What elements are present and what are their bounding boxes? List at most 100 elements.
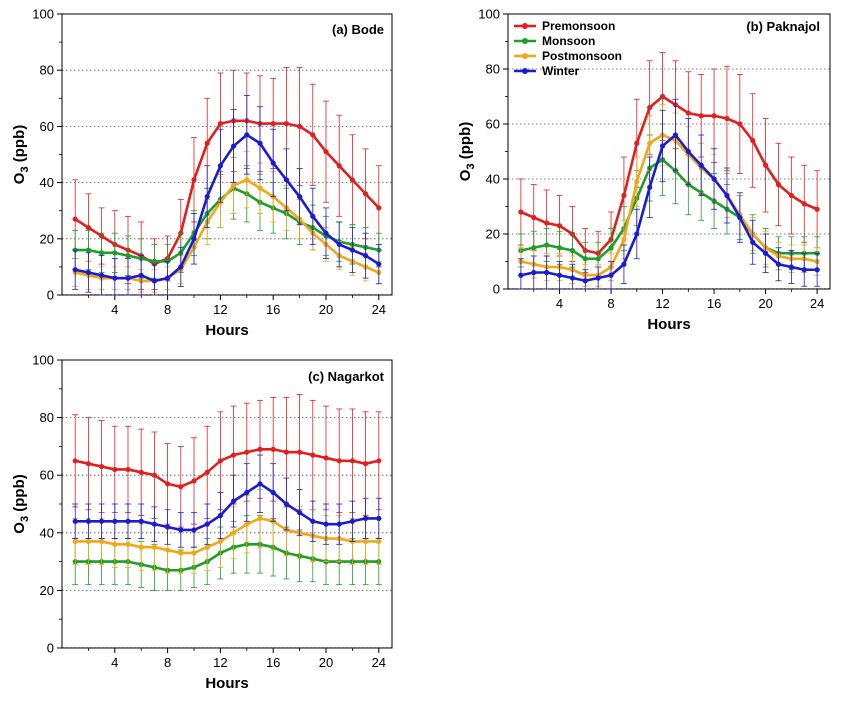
data-point [349,458,355,464]
data-point [647,140,653,146]
data-point [685,110,691,116]
data-point [297,123,303,129]
data-point [750,239,756,245]
data-point [634,179,640,185]
legend-marker [522,23,528,29]
x-tick-label: 12 [213,302,227,317]
data-point [138,518,144,524]
data-point [647,184,653,190]
data-point [297,510,303,516]
data-point [349,247,355,253]
data-point [217,458,223,464]
data-point [151,258,157,264]
data-point [257,140,263,146]
data-point [724,192,730,199]
series-line [74,133,380,283]
data-point [217,512,223,519]
data-point [270,446,276,452]
data-point [204,469,210,475]
data-point [112,250,118,256]
data-point [621,236,627,243]
data-point [165,524,171,530]
data-point [376,205,382,211]
data-point [204,140,210,146]
y-axis-label: O3 (ppb) [457,122,477,181]
y-tick-label: 20 [40,583,54,598]
data-point [151,521,157,527]
series-postmonsoon [72,151,382,293]
x-tick-label: 8 [164,302,171,317]
x-axis-label: Hours [647,316,690,333]
x-tick-label: 16 [266,655,280,670]
data-point [138,469,144,475]
data-point [698,113,704,119]
data-point [310,213,316,219]
data-point [711,176,717,182]
data-point [231,143,237,149]
series-line [74,447,380,489]
data-point [191,478,197,484]
data-point [85,224,91,231]
x-tick-label: 20 [758,296,772,311]
y-tick-label: 100 [478,7,500,22]
data-point [801,201,807,207]
panel-nagarkot: 0 20 40 60 80 100 4 8 12 16 20 24 Hours O3 (ppb) (c) N… [11,353,393,692]
data-point [336,163,342,169]
series-postmonsoon [517,104,821,287]
data-point [763,250,769,256]
series-winter [72,454,382,548]
y-tick-label: 40 [486,172,500,187]
data-point [376,538,382,545]
data-point [283,501,289,507]
data-point [244,132,250,138]
y-tick-label: 100 [32,353,54,368]
panel-paknajol: 0 20 40 60 80 100 4 8 12 16 20 24 Hours O3 (ppb) (b) P… [457,7,831,333]
y-tick-label: 80 [486,62,500,77]
data-point [737,121,743,127]
x-tick-label: 8 [607,296,614,311]
data-point [231,498,237,504]
data-point [647,104,653,111]
data-point [788,192,794,199]
x-tick-label: 24 [372,655,386,670]
series-line [520,133,818,283]
data-point [231,452,237,458]
data-point [595,275,601,281]
data-point [582,256,588,262]
data-point [376,515,382,522]
data-point [125,275,131,281]
legend-marker [522,68,528,74]
data-point [191,177,197,183]
data-point [310,452,316,458]
data-point [569,247,576,254]
data-point [178,484,184,490]
data-point [99,250,105,256]
data-point [244,177,250,183]
x-tick-label: 12 [655,296,669,311]
data-point [737,214,743,221]
data-point [698,162,704,168]
legend-label: Postmonsoon [542,49,622,63]
data-point [204,194,210,200]
data-point [349,518,355,524]
y-tick-label: 40 [40,525,54,540]
data-point [99,538,105,545]
data-point [801,267,807,273]
x-tick-label: 8 [164,655,171,670]
legend-label: Premonsoon [542,19,615,33]
data-point [531,245,537,251]
data-point [72,538,78,545]
data-point [217,120,223,127]
y-tick-label: 0 [47,288,54,303]
data-point [99,518,105,524]
data-point [544,269,550,276]
data-point [178,264,184,270]
data-point [85,538,91,545]
data-point [608,272,614,278]
data-point [336,458,342,464]
data-point [518,272,524,278]
data-point [138,544,144,550]
panel-title: (b) Paknajol [746,19,820,34]
x-tick-label: 20 [319,302,333,317]
